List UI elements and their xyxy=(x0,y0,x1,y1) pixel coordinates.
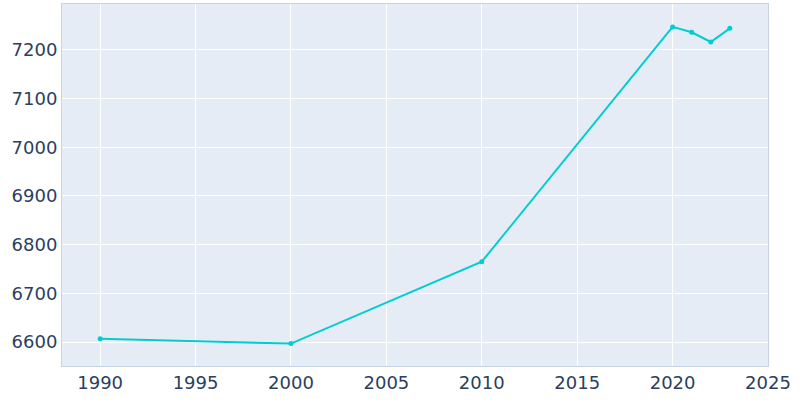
svg-text:2005: 2005 xyxy=(363,372,409,393)
svg-text:2020: 2020 xyxy=(650,372,696,393)
svg-text:2025: 2025 xyxy=(745,372,791,393)
svg-text:7200: 7200 xyxy=(12,39,58,60)
svg-text:1990: 1990 xyxy=(77,372,123,393)
svg-text:2000: 2000 xyxy=(268,372,314,393)
svg-text:6700: 6700 xyxy=(12,283,58,304)
svg-text:1995: 1995 xyxy=(173,372,219,393)
svg-text:7000: 7000 xyxy=(12,137,58,158)
svg-text:6900: 6900 xyxy=(12,185,58,206)
svg-text:6800: 6800 xyxy=(12,234,58,255)
svg-text:2010: 2010 xyxy=(459,372,505,393)
svg-text:2015: 2015 xyxy=(554,372,600,393)
svg-text:6600: 6600 xyxy=(12,331,58,352)
svg-text:7100: 7100 xyxy=(12,88,58,109)
